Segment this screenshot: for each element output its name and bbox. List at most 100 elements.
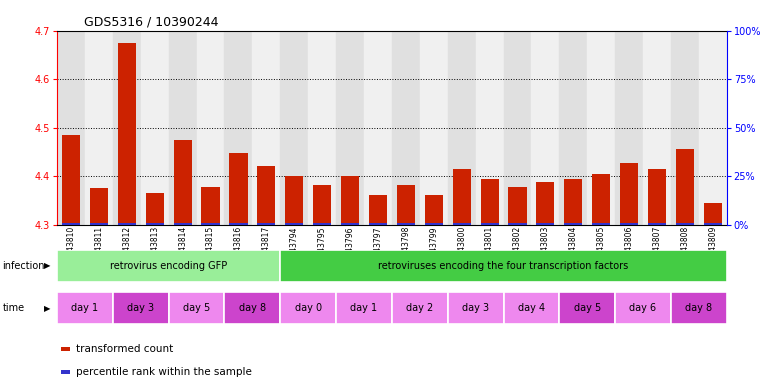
Bar [559, 292, 615, 324]
Bar [169, 292, 224, 324]
Bar [90, 188, 108, 225]
Bar [392, 292, 447, 324]
Text: day 5: day 5 [574, 303, 601, 313]
Bar [504, 292, 559, 324]
Bar [564, 179, 582, 225]
Bar [480, 179, 498, 225]
Bar [313, 185, 331, 225]
Text: GDS5316 / 10390244: GDS5316 / 10390244 [84, 15, 218, 28]
Text: time: time [2, 303, 24, 313]
Text: day 5: day 5 [183, 303, 210, 313]
Bar [85, 31, 113, 225]
Bar [643, 31, 671, 225]
Text: day 1: day 1 [351, 303, 377, 313]
Bar [57, 292, 113, 324]
Bar [425, 195, 443, 225]
Text: percentile rank within the sample: percentile rank within the sample [76, 367, 252, 377]
Bar [336, 292, 392, 324]
Bar [564, 223, 582, 225]
Bar [559, 31, 587, 225]
Bar [229, 223, 247, 225]
Bar [364, 31, 392, 225]
Bar [615, 31, 643, 225]
Bar [704, 203, 722, 225]
Text: ▶: ▶ [44, 262, 51, 270]
Bar [704, 223, 722, 225]
Text: transformed count: transformed count [76, 344, 174, 354]
Text: retroviruses encoding the four transcription factors: retroviruses encoding the four transcrip… [378, 261, 629, 271]
Text: day 8: day 8 [239, 303, 266, 313]
Bar [392, 31, 420, 225]
Text: day 1: day 1 [72, 303, 98, 313]
Bar [145, 193, 164, 225]
Bar [285, 176, 304, 225]
Text: day 8: day 8 [686, 303, 712, 313]
Bar [169, 31, 196, 225]
Bar [504, 31, 531, 225]
Bar [476, 31, 504, 225]
Bar [280, 250, 727, 282]
Bar [396, 185, 415, 225]
Text: infection: infection [2, 261, 45, 271]
Bar [592, 223, 610, 225]
Bar [224, 31, 253, 225]
Bar [420, 31, 447, 225]
Bar [341, 176, 359, 225]
Bar [453, 169, 471, 225]
Bar [369, 223, 387, 225]
Bar [341, 223, 359, 225]
Bar [676, 223, 694, 225]
Bar [447, 31, 476, 225]
Bar [174, 223, 192, 225]
Bar [145, 223, 164, 225]
Bar [699, 31, 727, 225]
Bar [369, 195, 387, 225]
Bar [257, 223, 275, 225]
Bar [174, 140, 192, 225]
Bar [531, 31, 559, 225]
Text: day 2: day 2 [406, 303, 434, 313]
Bar [62, 135, 80, 225]
Bar [113, 292, 169, 324]
Bar [280, 31, 308, 225]
Bar [592, 174, 610, 225]
Bar [141, 31, 169, 225]
Bar [615, 292, 671, 324]
Bar [508, 223, 527, 225]
Bar [62, 223, 80, 225]
Bar [224, 292, 280, 324]
Bar [676, 149, 694, 225]
Text: day 3: day 3 [127, 303, 154, 313]
Bar [113, 31, 141, 225]
Bar [447, 292, 504, 324]
Bar [508, 187, 527, 225]
Bar [118, 223, 136, 225]
Bar [313, 223, 331, 225]
Bar [425, 223, 443, 225]
Bar [336, 31, 364, 225]
Bar [671, 31, 699, 225]
Bar [537, 182, 555, 225]
Bar [196, 31, 224, 225]
Bar [308, 31, 336, 225]
Bar [280, 292, 336, 324]
Bar [587, 31, 615, 225]
Bar [620, 162, 638, 225]
Text: day 3: day 3 [462, 303, 489, 313]
Bar [648, 169, 666, 225]
Bar [57, 250, 280, 282]
Bar [202, 187, 220, 225]
Bar [57, 31, 85, 225]
Text: day 4: day 4 [518, 303, 545, 313]
Bar [648, 223, 666, 225]
Bar [118, 43, 136, 225]
Bar [620, 223, 638, 225]
Bar [480, 223, 498, 225]
Bar [257, 167, 275, 225]
Bar [396, 223, 415, 225]
Text: day 0: day 0 [295, 303, 322, 313]
Bar [253, 31, 280, 225]
Bar [202, 223, 220, 225]
Text: ▶: ▶ [44, 304, 51, 313]
Bar [453, 223, 471, 225]
